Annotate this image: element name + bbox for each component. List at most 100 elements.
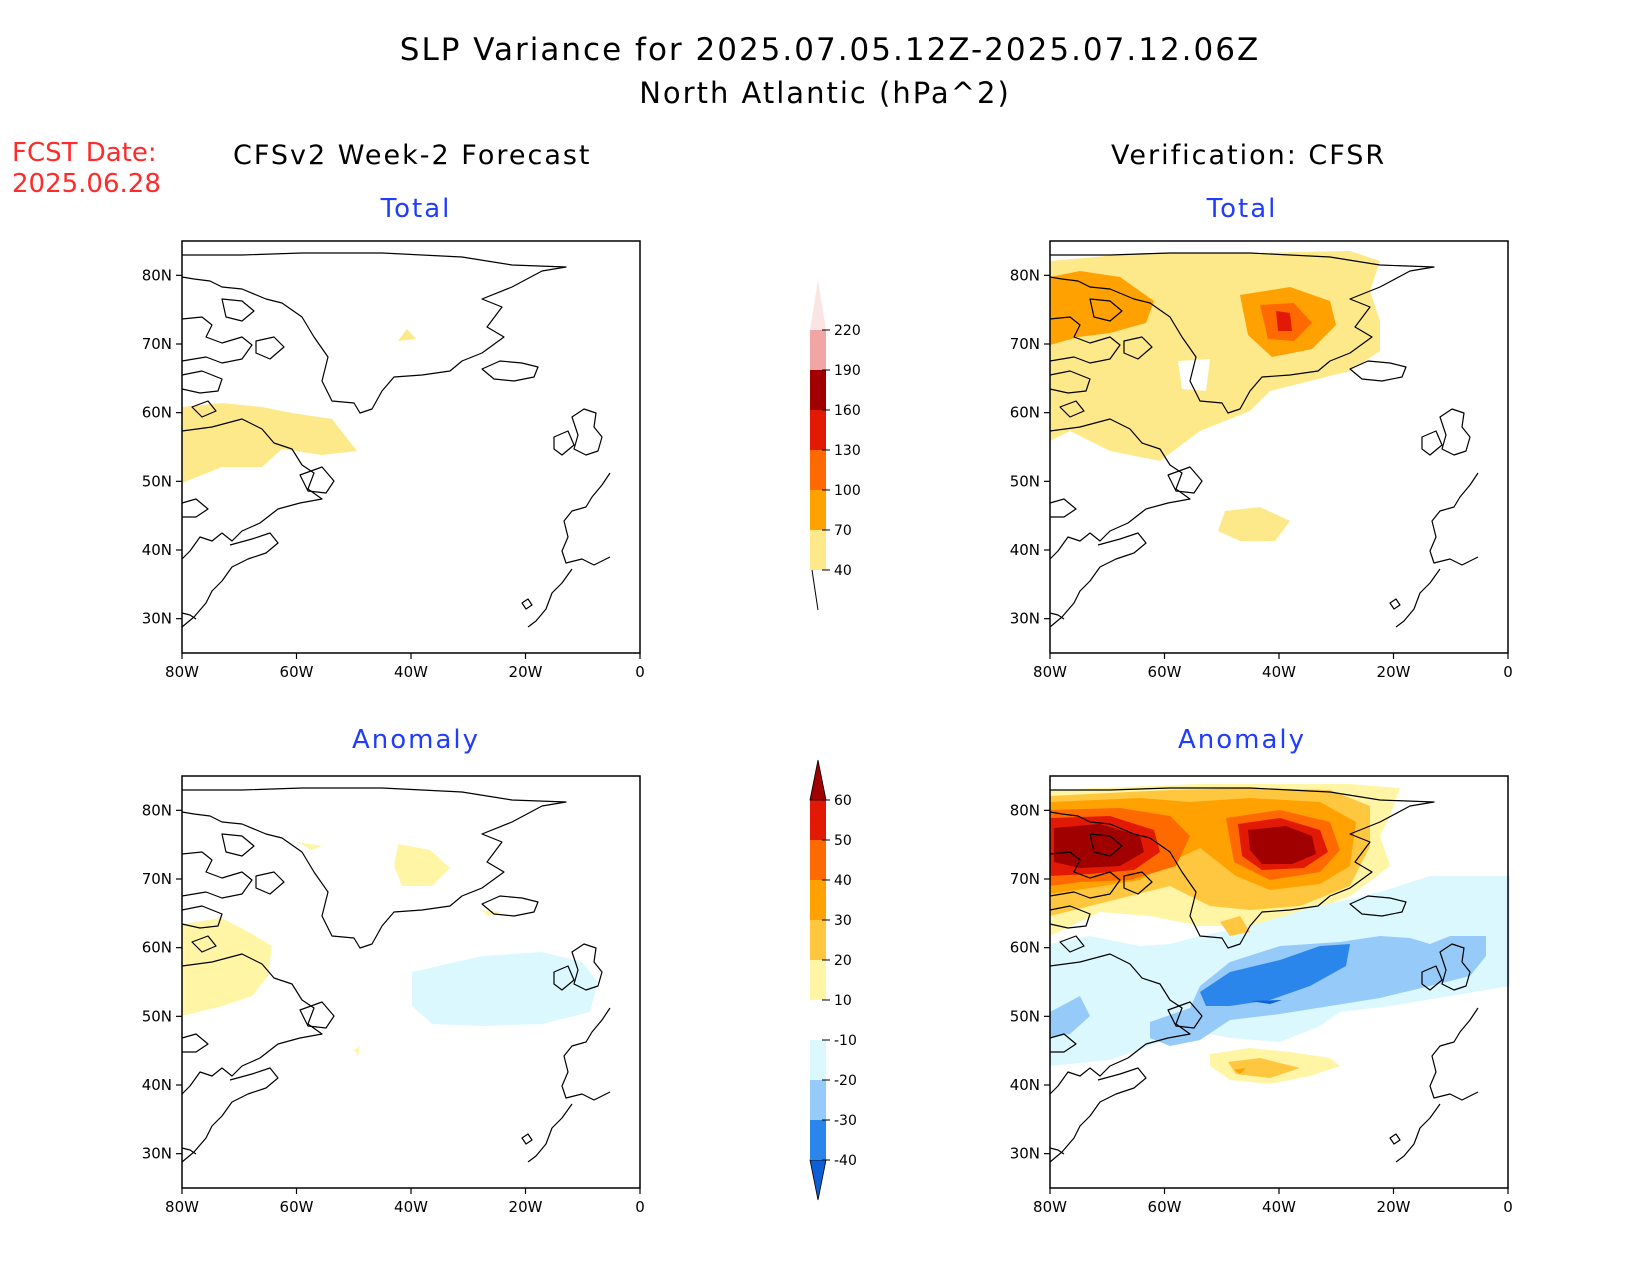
lon-tick-label: 40W [394,663,428,681]
colorbar-label: 220 [834,323,861,339]
verification-total-subtitle: Total [1206,194,1278,224]
lon-tick-label: 0 [1503,663,1513,681]
lat-tick-label: 70N [1010,335,1040,353]
colorbar-label: 20 [834,953,852,969]
colorbar-swatch [809,759,827,801]
lat-tick-label: 50N [142,472,172,490]
lon-tick-label: 80W [165,663,199,681]
lat-tick-label: 70N [142,870,172,888]
lat-tick-label: 30N [1010,610,1040,628]
lon-tick-label: 0 [635,1198,645,1216]
lon-tick-label: 40W [394,1198,428,1216]
colorbar-label: 160 [834,403,861,419]
verification-total-shading [1050,251,1380,541]
colorbar-label: 100 [834,483,861,499]
lat-tick-label: 30N [1010,1145,1040,1163]
verification-anomaly-map: 80W 60W 40W 20W 0 30N 40N 50N 60N 70N 80N [1010,775,1513,1216]
colorbar-label: 70 [834,523,852,539]
lat-tick-label: 70N [1010,870,1040,888]
colorbar-label: 30 [834,913,852,929]
forecast-date-value: 2025.06.28 [12,169,161,199]
forecast-column-title: CFSv2 Week-2 Forecast [233,140,592,171]
lon-tick-label: 20W [509,1198,543,1216]
colorbar-label: -40 [834,1153,857,1169]
colorbar-swatch [810,410,826,450]
verification-column-title: Verification: CFSR [1111,140,1387,171]
lat-tick-label: 60N [1010,939,1040,957]
lat-tick-label: 80N [142,801,172,819]
lat-tick-label: 50N [1010,1007,1040,1025]
lat-tick-label: 80N [1010,801,1040,819]
colorbar-swatch [810,280,826,330]
lon-tick-label: 80W [1033,663,1067,681]
lat-tick-label: 50N [1010,472,1040,490]
lon-tick-label: 40W [1262,663,1296,681]
colorbar-swatch [810,840,826,880]
verification-anomaly-subtitle: Anomaly [1177,725,1307,755]
lon-tick-label: 40W [1262,1198,1296,1216]
lon-tick-label: 80W [1033,1198,1067,1216]
lon-tick-label: 20W [1377,663,1411,681]
forecast-anomaly-subtitle: Anomaly [351,725,481,755]
lat-tick-label: 40N [1010,541,1040,559]
lon-tick-label: 20W [509,663,543,681]
lon-tick-label: 80W [165,1198,199,1216]
main-title: SLP Variance for 2025.07.05.12Z-2025.07.… [399,32,1261,68]
colorbar-swatch [810,1120,826,1160]
lat-tick-label: 40N [1010,1076,1040,1094]
lon-tick-label: 60W [280,1198,314,1216]
colorbar-swatch [810,1080,826,1120]
colorbar-label: -20 [834,1073,857,1089]
colorbar-tail [811,569,819,611]
colorbar-label: 10 [834,993,852,1009]
colorbar-label: 60 [834,793,852,809]
forecast-anomaly-map: 80W 60W 40W 20W 0 30N 40N 50N 60N 70N 80N [142,775,645,1216]
colorbar-label: -10 [834,1033,857,1049]
colorbar-swatch [810,1000,826,1040]
lat-tick-label: 80N [142,266,172,284]
lon-tick-label: 0 [635,663,645,681]
verification-total-map: 80W 60W 40W 20W 0 30N 40N 50N 60N 70N 80N [1010,240,1513,681]
lat-tick-label: 70N [142,335,172,353]
lat-tick-label: 30N [142,610,172,628]
colorbar-swatch [810,800,826,840]
colorbar-swatch [810,1040,826,1080]
lat-tick-label: 80N [1010,266,1040,284]
total-colorbar: 40 70 100 130 160 190 220 [810,280,861,611]
lon-tick-label: 60W [1148,663,1182,681]
colorbar-label: 40 [834,563,852,579]
forecast-date-caption: FCST Date: [12,138,157,168]
main-subtitle: North Atlantic (hPa^2) [639,76,1011,110]
colorbar-label: 190 [834,363,861,379]
lat-tick-label: 40N [142,541,172,559]
anomaly-colorbar: -40 -30 -20 -10 10 20 30 40 50 60 [809,759,857,1201]
colorbar-swatch [810,370,826,410]
lat-tick-label: 40N [142,1076,172,1094]
colorbar-swatch [810,530,826,570]
colorbar-label: 130 [834,443,861,459]
lon-tick-label: 60W [280,663,314,681]
lon-tick-label: 20W [1377,1198,1411,1216]
lon-tick-label: 60W [1148,1198,1182,1216]
forecast-total-subtitle: Total [380,194,452,224]
colorbar-label: -30 [834,1113,857,1129]
colorbar-swatch [810,330,826,370]
lat-tick-label: 50N [142,1007,172,1025]
colorbar-swatch [810,960,826,1000]
colorbar-swatch [810,880,826,920]
colorbar-swatch [810,490,826,530]
lat-tick-label: 30N [142,1145,172,1163]
colorbar-swatch [810,450,826,490]
lat-tick-label: 60N [142,939,172,957]
colorbar-label: 40 [834,873,852,889]
colorbar-swatch [809,1159,827,1201]
lat-tick-label: 60N [142,404,172,422]
forecast-anomaly-shading [182,842,598,1056]
lon-tick-label: 0 [1503,1198,1513,1216]
colorbar-label: 50 [834,833,852,849]
colorbar-swatch [810,920,826,960]
verification-anomaly-shading [1050,784,1510,1084]
forecast-date-label: FCST Date: 2025.06.28 [12,138,161,200]
forecast-total-map: 80W 60W 40W 20W 0 30N 40N 50N 60N 70N 80N [142,240,645,681]
lat-tick-label: 60N [1010,404,1040,422]
